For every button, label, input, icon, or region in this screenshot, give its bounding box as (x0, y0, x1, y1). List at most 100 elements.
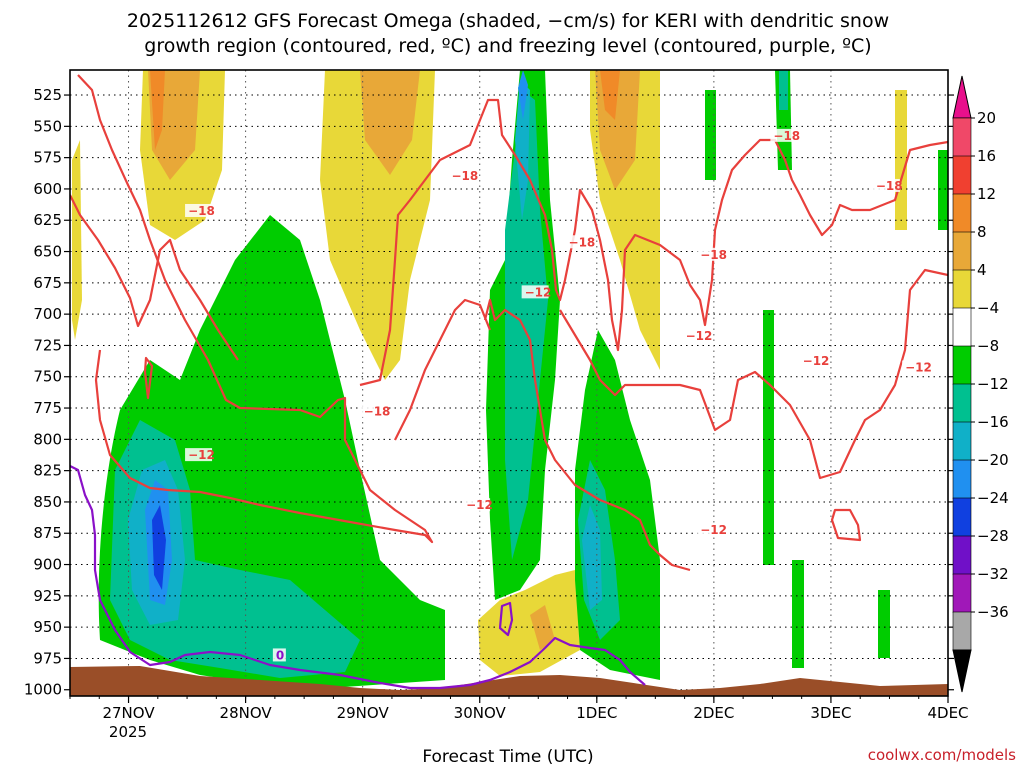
colorbar-label: −4 (977, 299, 999, 317)
chart-title-line2: growth region (contoured, red, ºC) and f… (144, 35, 871, 57)
omega-region (505, 90, 548, 560)
omega-region (878, 590, 890, 658)
contour-label: −12 (525, 285, 552, 299)
colorbar-swatch (952, 117, 972, 157)
colorbar-label: −32 (977, 565, 1009, 583)
colorbar-label: 20 (977, 109, 996, 127)
colorbar-swatch (952, 383, 972, 423)
colorbar-label: −36 (977, 603, 1009, 621)
colorbar-top-arrow (952, 75, 972, 119)
colorbar-label: −24 (977, 489, 1009, 507)
colorbar-swatch (952, 269, 972, 309)
y-tick-label: 725 (33, 336, 62, 354)
omega-region (360, 70, 420, 175)
y-tick-label: 750 (33, 368, 62, 386)
omega-region (478, 570, 580, 676)
contour-label: −18 (451, 169, 478, 183)
x-tick-label: 30NOV (454, 704, 507, 722)
contour-label-bg (185, 448, 213, 462)
y-tick-label: 650 (33, 243, 62, 261)
omega-region (515, 80, 530, 220)
y-tick-label: 600 (33, 180, 62, 198)
contour-label-bg (902, 360, 930, 374)
x-axis: 27NOV 28NOV 29NOV 30NOV 1DEC 2DEC 3DEC 4DEC (69, 696, 969, 722)
y-tick-label: 875 (33, 524, 62, 542)
omega-region (792, 560, 804, 668)
y-tick-label: 825 (33, 462, 62, 480)
colorbar-swatch (952, 307, 972, 347)
contour-label-bg (697, 523, 725, 537)
colorbar-label: 4 (977, 261, 987, 279)
omega-region (938, 150, 948, 230)
dgz-contour-line (70, 194, 239, 361)
colorbar-label: −12 (977, 375, 1009, 393)
colorbar-swatch (952, 535, 972, 575)
y-tick-label: 775 (33, 399, 62, 417)
colorbar-swatch (952, 573, 972, 613)
y-tick-label: 975 (33, 649, 62, 667)
y-tick-label: 925 (33, 587, 62, 605)
contour-label: −12 (803, 354, 830, 368)
colorbar-swatch (952, 231, 972, 271)
omega-region (150, 70, 165, 150)
y-tick-label: 900 (33, 556, 62, 574)
omega-region (530, 605, 555, 650)
omega-region (582, 505, 602, 610)
y-tick-label: 800 (33, 430, 62, 448)
contour-label: −18 (773, 129, 800, 143)
x-tick-label: 28NOV (220, 704, 273, 722)
contour-label: −12 (686, 329, 713, 343)
omega-region (779, 70, 788, 110)
y-tick-label: 675 (33, 274, 62, 292)
colorbar-swatch (952, 421, 972, 461)
y-tick-label: 525 (33, 86, 62, 104)
colorbar-swatch (952, 345, 972, 385)
contour-label-bg (697, 247, 725, 261)
dgz-contour-line (483, 298, 691, 572)
y-tick-label: 850 (33, 493, 62, 511)
dgz-contour-line (77, 74, 434, 544)
contour-label: −12 (700, 523, 727, 537)
omega-region (705, 90, 716, 180)
y-tick-label: 575 (33, 149, 62, 167)
y-tick-label: 700 (33, 305, 62, 323)
contour-label-bg (463, 498, 491, 512)
contour-label-bg (185, 203, 213, 217)
colorbar-label: 8 (977, 223, 987, 241)
freezing-contour-line (70, 465, 646, 690)
omega-region (895, 90, 907, 230)
credit-text: coolwx.com/models (868, 746, 1016, 764)
colorbar-label: 16 (977, 147, 996, 165)
contour-label-bg (448, 168, 476, 182)
chart-title-line1: 2025112612 GFS Forecast Omega (shaded, −… (127, 10, 889, 32)
contour-label: −18 (700, 248, 727, 262)
x-tick-label: 27NOV (102, 704, 155, 722)
y-axis: 525 550 575 600 625 650 675 700 725 750 775 800 825 8… (24, 86, 954, 699)
omega-region (152, 505, 166, 590)
colorbar-label: −28 (977, 527, 1009, 545)
contour-label-bg (872, 178, 900, 192)
y-tick-label: 550 (33, 117, 62, 135)
colorbar-bottom-arrow (952, 649, 972, 693)
contour-label-bg (682, 329, 710, 343)
x-axis-title: Forecast Time (UTC) (422, 747, 593, 767)
y-tick-label: 625 (33, 211, 62, 229)
freezing-contour-line (498, 601, 514, 637)
contour-label-bg (799, 354, 827, 368)
x-axis-year-label: 2025 (109, 723, 147, 741)
colorbar-label: −8 (977, 337, 999, 355)
x-tick-label: 3DEC (810, 704, 851, 722)
colorbar-swatch (952, 155, 972, 195)
x-tick-label: 29NOV (337, 704, 390, 722)
x-tick-label: 4DEC (927, 704, 968, 722)
colorbar: 20 16 12 8 4 −4 −8 −12 −16 −20 −24 −28 −32 −36 (952, 75, 1009, 693)
y-tick-label: 1000 (24, 681, 62, 699)
contour-lines (70, 74, 948, 690)
contour-label: −12 (466, 498, 493, 512)
y-tick-label: 950 (33, 618, 62, 636)
contour-label: −12 (188, 448, 215, 462)
contour-label-bg (360, 404, 388, 418)
contour-label: −18 (188, 204, 215, 218)
terrain-fill (70, 666, 948, 696)
